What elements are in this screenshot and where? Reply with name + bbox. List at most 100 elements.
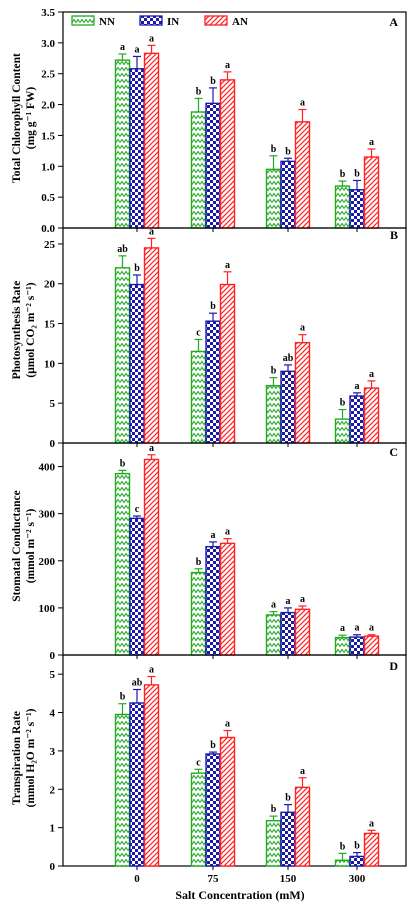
panel-d-ytick-label: 4 <box>50 708 56 720</box>
panel-b-ytick-label: 0 <box>50 438 56 450</box>
panel-d-significance-letter: b <box>120 692 126 703</box>
panel-a-significance-letter: b <box>354 168 360 179</box>
panel-d-ylabel: Transpiration Rate <box>11 711 23 805</box>
panel-a-significance-letter: a <box>135 44 140 55</box>
legend-swatch-an <box>204 15 228 26</box>
panel-b-bar-in <box>349 395 365 444</box>
panel-a-significance-letter: a <box>120 42 125 53</box>
panel-d-significance-letter: c <box>196 757 201 768</box>
panel-d-bar-an <box>363 832 380 867</box>
panel-c-bar-an <box>294 608 311 656</box>
panel-b-significance-letter: a <box>149 226 154 237</box>
legend-swatch-nn <box>71 15 95 26</box>
panel-a-bar-nn <box>114 59 131 229</box>
panel-c: Stomatal Conductance (mmol m⁻² s⁻¹) C <box>11 445 398 602</box>
panel-c-bar-nn <box>265 614 282 656</box>
panel-d-significance-letter: b <box>354 841 360 852</box>
panel-c-bar-in <box>205 545 221 656</box>
panel-b-ytick-label: 15 <box>44 319 56 331</box>
panel-a-bar-an <box>294 121 311 229</box>
panel-d-ytick-label: 0 <box>50 861 56 873</box>
panel-b-significance-letter: b <box>210 301 216 312</box>
panel-a-significance-letter: a <box>369 137 374 148</box>
panel-b-bar-an <box>363 387 380 444</box>
panel-b-bar-nn <box>334 418 351 444</box>
panel-c-ytick-label: 300 <box>39 509 56 521</box>
panel-c-significance-letter: c <box>135 504 140 515</box>
panel-a-significance-letter: b <box>196 86 202 97</box>
panel-c-significance-letter: b <box>120 458 126 469</box>
panel-a-bar-in <box>280 160 296 229</box>
panel-b-bar-in <box>205 320 221 444</box>
panel-c-significance-letter: a <box>149 443 154 454</box>
panel-c-significance-letter: a <box>300 594 305 605</box>
panel-b: Photosynthesis Rate (μmol CO₂ m⁻² s⁻¹) B <box>11 228 398 379</box>
panel-a-ytick-label: 1.0 <box>41 161 55 173</box>
panel-b-bar-an <box>143 247 160 444</box>
panel-a-significance-letter: b <box>210 76 216 87</box>
panel-b-significance-letter: b <box>340 398 346 409</box>
panel-a-significance-letter: b <box>285 146 291 157</box>
panel-d-ytick-label: 2 <box>50 784 56 796</box>
panel-c-ylabel: Stomatal Conductance <box>11 490 23 602</box>
panel-c-significance-letter: a <box>211 530 216 541</box>
panel-a-ytick-label: 2.0 <box>41 100 55 112</box>
legend-item-in: IN <box>139 15 179 28</box>
panel-c-ytick-label: 200 <box>39 556 56 568</box>
panel-c-bar-an <box>143 458 160 656</box>
panel-c-significance-letter: b <box>196 557 202 568</box>
panel-a-bar-nn <box>334 185 351 229</box>
panel-b-significance-letter: ab <box>117 244 128 255</box>
panel-a-significance-letter: a <box>225 60 230 71</box>
legend-label-nn: NN <box>99 16 115 28</box>
panel-b-significance-letter: b <box>134 263 140 274</box>
panel-d-bar-in <box>349 855 365 867</box>
panel-c-significance-letter: a <box>355 623 360 634</box>
x-tick-label: 300 <box>349 873 366 885</box>
panel-c-ytick-label: 0 <box>50 650 56 662</box>
panel-c-significance-letter: a <box>369 623 374 634</box>
panel-b-bar-nn <box>114 267 131 444</box>
panel-d: Transpiration Rate (mmol H₂O m⁻² s⁻¹) D <box>11 659 398 807</box>
panel-b-ylabel: Photosynthesis Rate <box>11 281 23 380</box>
panel-b-bar-in <box>280 370 296 444</box>
panel-c-bar-in <box>280 611 296 656</box>
panel-a-significance-letter: b <box>340 169 346 180</box>
panel-a-bar-in <box>129 68 145 229</box>
panel-b-bar-an <box>219 283 236 444</box>
panel-c-ytick-label: 400 <box>39 462 56 474</box>
panel-a-ytick-label: 1.5 <box>41 130 55 142</box>
panel-d-ytick-label: 5 <box>50 669 56 681</box>
legend-item-nn: NN <box>71 15 115 28</box>
panel-a-ytick-label: 3.5 <box>41 7 55 19</box>
panel-a-yunit: (mg g⁻¹ FW) <box>25 87 37 150</box>
panel-b-significance-letter: ab <box>283 353 294 364</box>
panel-a-bar-in <box>205 102 221 229</box>
panel-c-significance-letter: a <box>225 527 230 538</box>
panel-d-bar-nn <box>334 859 351 867</box>
panel-a-ytick-label: 0.0 <box>41 223 55 235</box>
panel-b-significance-letter: a <box>225 260 230 271</box>
panel-a-ytick-label: 2.5 <box>41 69 55 81</box>
panel-c-ytick-label: 100 <box>39 603 56 615</box>
panel-a-bar-nn <box>265 168 282 229</box>
panel-c-letter: C <box>389 445 398 459</box>
panel-b-bar-nn <box>190 350 207 444</box>
panel-b-bar-nn <box>265 384 282 444</box>
panel-d-bar-in <box>129 702 145 867</box>
panel-b-significance-letter: a <box>355 381 360 392</box>
panel-d-significance-letter: b <box>271 804 277 815</box>
panel-d-bar-in <box>280 811 296 867</box>
panel-b-bar-in <box>129 283 145 444</box>
panel-b-significance-letter: a <box>300 323 305 334</box>
x-tick-label: 0 <box>134 873 140 885</box>
panel-d-significance-letter: b <box>285 793 291 804</box>
panel-b-ytick-label: 20 <box>44 279 56 291</box>
panel-d-significance-letter: ab <box>132 678 143 689</box>
panel-c-bar-an <box>363 635 380 656</box>
panel-d-ytick-label: 1 <box>50 823 56 835</box>
panel-a-significance-letter: a <box>149 33 154 44</box>
legend-label-in: IN <box>167 16 179 28</box>
panel-c-significance-letter: a <box>286 596 291 607</box>
